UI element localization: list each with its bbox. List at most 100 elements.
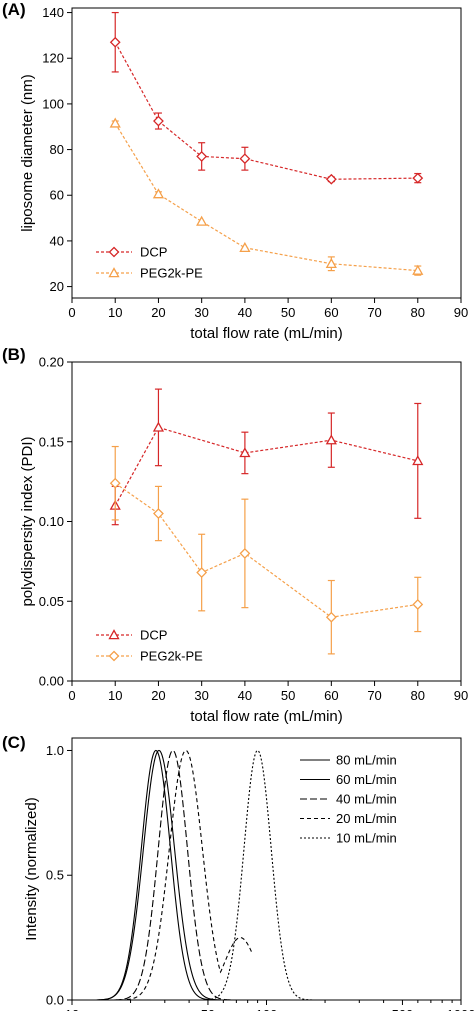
x-tick-label: 1000 [447,1007,474,1011]
x-tick-label: 50 [281,688,295,703]
y-tick-label: 20 [50,279,64,294]
data-point [109,117,121,128]
y-axis-label: liposome diameter (nm) [19,74,36,232]
legend-label: DCP [140,628,167,643]
x-tick-label: 60 [324,688,338,703]
series-dcp [109,11,424,185]
y-axis-label: polydispersity index (PDI) [19,436,36,606]
legend-entry: 40 mL/min [300,792,397,807]
x-tick-label: 40 [238,688,252,703]
legend-entry: 10 mL/min [300,831,397,846]
y-tick-label: 0.05 [39,594,64,609]
x-tick-label: 80 [411,305,425,320]
x-tick-label: 90 [454,688,468,703]
x-tick-label: 10 [108,688,122,703]
data-point [152,421,165,432]
x-tick-label: 90 [454,305,468,320]
data-point [412,264,424,275]
y-axis-label: Intensity (normalized) [23,797,40,940]
data-point [239,241,251,253]
data-point [196,567,208,578]
data-point [325,434,337,445]
y-tick-label: 0.0 [46,993,64,1008]
x-tick-label: 100 [256,1007,278,1011]
x-tick-label: 10 [108,305,122,320]
plot-frame [71,7,462,299]
legend-label: 80 mL/min [336,753,397,768]
legend-entry: DCP [96,628,167,643]
data-point [196,151,208,162]
panel-a: (A) 0 10 20 30 40 50 60 70 80 90 20 40 60 80 100 120 140 t… [2,0,468,342]
data-point [412,599,424,610]
x-tick-label: 80 [411,688,425,703]
legend-label: PEG2k-PE [140,266,203,281]
data-point [109,477,121,489]
data-point [153,508,164,519]
data-point [325,257,337,268]
x-tick-label: 0 [68,688,75,703]
series-dcp [109,388,424,526]
x-tick-label: 30 [194,688,208,703]
legend-entry: DCP [96,245,167,260]
x-tick-label: 10 [65,1007,79,1011]
y-tick-label: 140 [42,5,64,20]
legend-label: PEG2k-PE [140,649,203,664]
y-tick-label: 0.15 [39,434,64,449]
legend-marker [108,267,120,278]
data-point [412,455,424,466]
series-curve [203,749,313,1000]
x-tick-label: 20 [151,688,165,703]
data-point [196,215,208,226]
x-tick-label: 30 [194,305,208,320]
y-tick-label: 80 [50,142,64,157]
series-peg2k-pe [109,117,424,276]
x-tick-label: 40 [238,305,252,320]
plot-frame [71,737,462,1001]
x-tick-label: 20 [151,305,165,320]
x-axis-label: total flow rate (mL/min) [190,325,343,342]
y-tick-label: 120 [42,51,64,66]
x-tick-label: 70 [367,305,381,320]
panel-b: (B) 0 10 20 30 40 50 60 70 80 90 0.00 0.05 0.10 0.15 0.… [2,345,468,725]
legend-label: 10 mL/min [336,831,397,846]
series-curve [119,749,253,1000]
series-curve [96,749,222,1000]
legend-marker [108,629,120,640]
y-tick-label: 100 [42,96,64,111]
data-point [239,547,251,559]
y-tick-label: 0.5 [46,868,64,883]
x-tick-label: 500 [392,1007,414,1011]
x-tick-label: 0 [68,305,75,320]
panel-label: (B) [2,345,26,364]
legend-marker [108,246,120,258]
data-point [239,153,251,165]
data-point [325,611,337,623]
legend-marker [108,650,120,662]
series-curve [114,749,232,1000]
series-line [114,426,418,506]
x-tick-label: 60 [324,305,338,320]
legend-label: 40 mL/min [336,792,397,807]
y-tick-label: 0.00 [39,674,64,689]
series-line [114,123,418,272]
legend-entry: 60 mL/min [300,772,397,787]
legend-entry: 80 mL/min [300,753,397,768]
legend-label: DCP [140,245,167,260]
y-tick-label: 0.20 [39,355,64,370]
panel-c: (C)105010050010000.00.51.0liposome diame… [2,733,474,1011]
y-tick-label: 60 [50,188,64,203]
legend-entry: PEG2k-PE [96,649,203,664]
data-point [153,115,164,127]
legend-entry: 20 mL/min [300,811,397,826]
series-line [114,482,418,618]
data-point [152,188,165,199]
x-tick-label: 50 [201,1007,215,1011]
x-tick-label: 70 [367,688,381,703]
plot-frame [71,361,462,682]
data-point [239,447,251,458]
y-tick-label: 0.10 [39,514,64,529]
y-tick-label: 1.0 [46,743,64,758]
series-peg2k-pe [109,445,424,655]
y-tick-label: 40 [50,233,64,248]
